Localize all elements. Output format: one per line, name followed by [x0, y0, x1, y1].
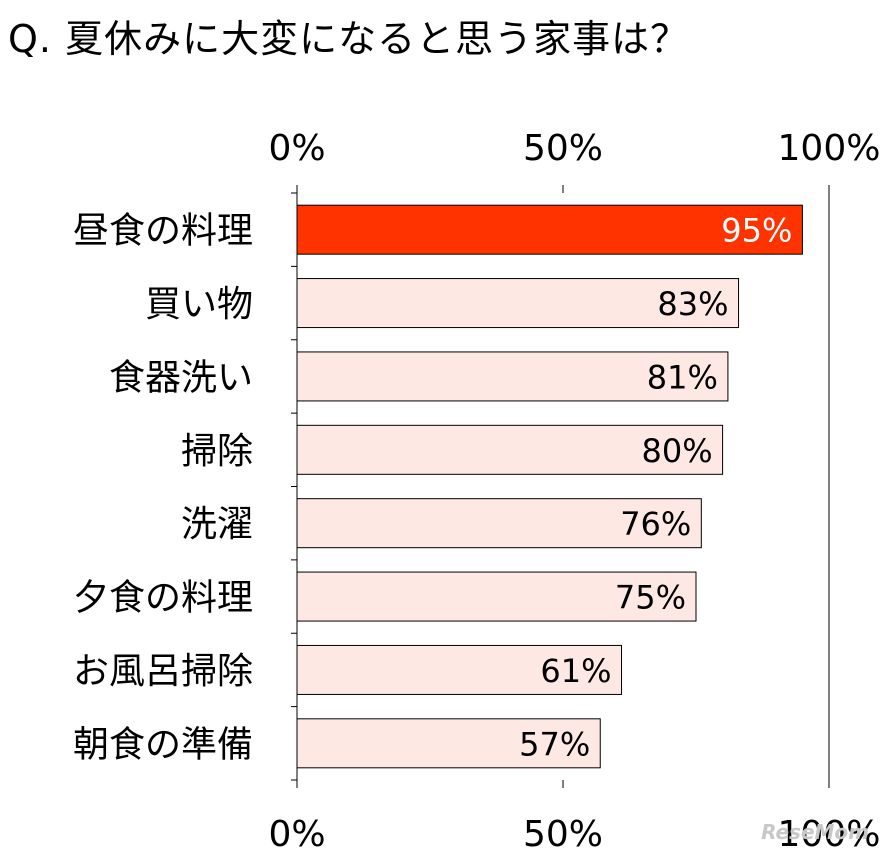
category-label: 夕食の料理: [73, 578, 253, 619]
category-label: 食器洗い: [109, 357, 253, 398]
bar: [296, 278, 740, 329]
category-label: 朝食の準備: [73, 724, 253, 765]
bar: [296, 424, 724, 475]
top-tick-label: 50%: [523, 128, 603, 169]
bar: [296, 351, 729, 402]
watermark-logo: ReseMom: [761, 820, 869, 844]
axis-layer: [291, 185, 830, 788]
bar: [296, 571, 697, 622]
category-label: 洗濯: [181, 504, 253, 545]
bar-value-label: 83%: [657, 285, 728, 323]
bar: [296, 204, 803, 255]
bar-value-label: 76%: [620, 505, 691, 543]
bar-value-label: 61%: [540, 652, 611, 690]
category-label: 買い物: [145, 284, 253, 325]
bar: [296, 644, 623, 695]
category-label: お風呂掃除: [73, 651, 253, 692]
top-tick-label: 0%: [268, 128, 325, 169]
bar: [296, 718, 601, 769]
category-label: 昼食の料理: [73, 211, 253, 252]
bar-value-label: 57%: [519, 725, 590, 763]
top-tick-label: 100%: [778, 128, 881, 169]
bar-value-label: 81%: [647, 358, 718, 396]
category-label: 掃除: [181, 431, 253, 472]
bottom-tick-label: 100%: [778, 814, 881, 852]
bottom-tick-label: 0%: [268, 814, 325, 852]
bar-value-label: 80%: [641, 432, 712, 470]
bar-value-label: 75%: [615, 579, 686, 617]
bar: [296, 498, 702, 549]
bars-layer: [296, 204, 803, 769]
bottom-tick-label: 50%: [523, 814, 603, 852]
labels-layer: 0% 0% 50% 50% 100% 100% 95% 昼食の料理 83% 買い物 81% 食器洗い 8…: [73, 128, 880, 852]
question-title: Q. 夏休みに大変になると思う家事は？: [8, 17, 690, 61]
bar-value-label: 95%: [721, 212, 792, 250]
